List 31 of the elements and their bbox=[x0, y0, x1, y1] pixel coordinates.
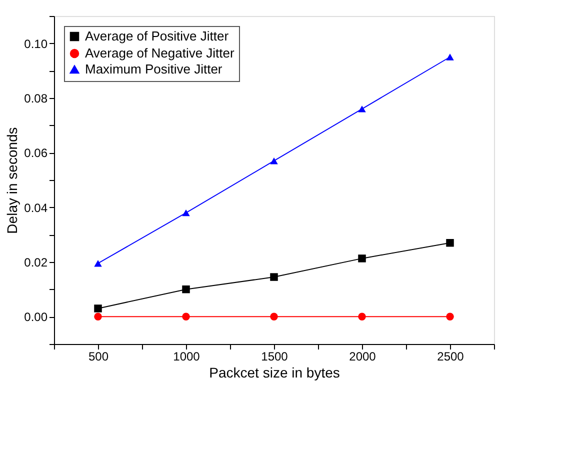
y-axis-title: Delay in seconds bbox=[4, 127, 20, 234]
x-tick-label: 2500 bbox=[437, 350, 464, 364]
legend-label: Average of Positive Jitter bbox=[85, 28, 230, 44]
y-tick-label: 0.04 bbox=[24, 200, 48, 215]
point bbox=[446, 312, 454, 321]
x-tick-label: 2000 bbox=[349, 350, 376, 364]
point bbox=[182, 285, 190, 294]
point bbox=[94, 304, 102, 312]
x-tick-label: 1500 bbox=[261, 350, 288, 364]
x-tick-label: 1000 bbox=[173, 350, 200, 364]
point bbox=[94, 312, 102, 321]
point bbox=[446, 238, 454, 247]
y-tick-label: 0.08 bbox=[24, 92, 48, 106]
x-axis-title: Packcet size in bytes bbox=[209, 364, 340, 380]
point bbox=[94, 260, 102, 267]
y-tick-label: 0.06 bbox=[24, 146, 48, 160]
point bbox=[358, 106, 366, 112]
point bbox=[182, 312, 190, 321]
point bbox=[358, 254, 366, 262]
legend-label: Maximum Positive Jitter bbox=[85, 62, 223, 76]
point bbox=[270, 158, 278, 164]
y-tick-label: 0.10 bbox=[24, 36, 48, 51]
point bbox=[446, 54, 454, 60]
x-tick-label: 500 bbox=[88, 350, 109, 364]
point bbox=[182, 209, 190, 216]
legend-label: Average of Negative Jitter bbox=[85, 46, 236, 60]
y-tick-label: 0.00 bbox=[24, 310, 48, 324]
point bbox=[270, 273, 278, 281]
y-tick-label: 0.02 bbox=[24, 256, 48, 270]
point bbox=[270, 312, 278, 321]
point bbox=[358, 312, 366, 321]
